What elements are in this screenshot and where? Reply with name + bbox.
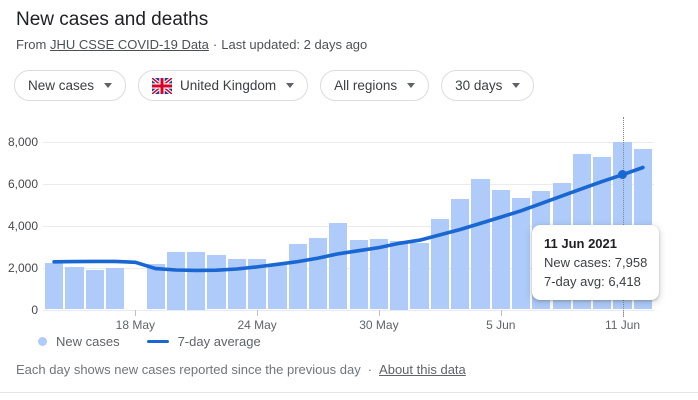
x-axis-label: 11 Jun [604,318,641,332]
bar[interactable] [207,255,226,310]
separator-dot: · [367,362,373,377]
chevron-down-icon [512,83,521,88]
x-tick [378,310,380,316]
source-prefix: From [16,37,47,52]
x-axis-label: 30 May [359,318,399,332]
y-gridline [43,309,654,311]
bar[interactable] [187,251,206,310]
bar[interactable] [451,199,470,310]
region-dropdown-label: All regions [334,78,398,93]
bar[interactable] [248,258,267,310]
bar[interactable] [268,265,287,310]
source-link[interactable]: JHU CSSE COVID-19 Data [49,37,209,52]
bar[interactable] [329,223,348,310]
source-line: From JHU CSSE COVID-19 Data · Last updated… [16,37,367,52]
bar[interactable] [65,266,84,310]
legend-new-cases-label: New cases [56,334,120,349]
uk-flag-icon [150,76,174,95]
x-tick [257,310,259,316]
chevron-down-icon [407,83,416,88]
y-axis-label: 0 [31,302,38,317]
bar[interactable] [491,189,510,310]
updated-text: Last updated: 2 days ago [221,37,368,52]
chevron-down-icon [286,83,295,88]
bar[interactable] [308,237,328,310]
x-axis-label: 18 May [115,318,156,332]
y-axis-label: 6,000 [7,176,38,191]
chart-area: 11 Jun 2021 New cases: 7,958 7-day avg: … [0,112,698,334]
bar[interactable] [146,263,165,310]
bar[interactable] [288,244,307,310]
x-axis-label: 24 May [237,318,277,332]
tooltip-new-cases: New cases: 7,958 [544,255,648,270]
range-dropdown[interactable]: 30 days [441,70,535,101]
about-this-data-link[interactable]: About this data [379,362,466,377]
bar[interactable] [390,241,409,310]
average-line-swatch-icon [146,339,169,344]
tooltip-avg: 7-day avg: 6,418 [544,274,641,289]
tooltip-date: 11 Jun 2021 [544,236,617,251]
y-axis-label: 8,000 [7,134,38,149]
country-dropdown[interactable]: United Kingdom [138,70,309,101]
country-dropdown-label: United Kingdom [180,78,277,93]
new-cases-swatch-icon [38,337,47,346]
bar[interactable] [511,197,531,310]
metric-dropdown-label: New cases [28,78,95,93]
region-dropdown[interactable]: All regions [320,70,430,101]
bar[interactable] [45,262,64,310]
bar[interactable] [85,270,104,310]
bar[interactable] [166,251,186,310]
bar[interactable] [471,178,490,310]
y-axis-label: 4,000 [7,218,38,233]
filter-bar: New cases United Kingdom All regions 30 … [14,70,535,101]
chevron-down-icon [104,83,113,88]
chart-legend: New cases 7-day average [38,334,261,349]
x-tick [135,310,137,316]
separator-dot: · [212,37,218,52]
y-axis-label: 2,000 [7,260,38,275]
tooltip: 11 Jun 2021 New cases: 7,958 7-day avg: … [532,225,660,300]
bar[interactable] [410,242,429,310]
footer-note-text: Each day shows new cases reported since … [16,362,361,377]
bar[interactable] [369,238,389,310]
bar[interactable] [430,218,449,310]
legend-average-label: 7-day average [177,334,261,349]
page-title: New cases and deaths [16,9,209,30]
bar[interactable] [105,267,125,310]
x-tick [500,310,502,316]
range-dropdown-label: 30 days [455,78,503,93]
bar[interactable] [349,239,368,310]
y-gridline [43,141,654,143]
bar[interactable] [227,258,246,310]
x-axis-label: 5 Jun [486,318,516,332]
metric-dropdown[interactable]: New cases [14,70,127,101]
bottom-divider [0,392,698,393]
footer-note: Each day shows new cases reported since … [16,362,466,377]
